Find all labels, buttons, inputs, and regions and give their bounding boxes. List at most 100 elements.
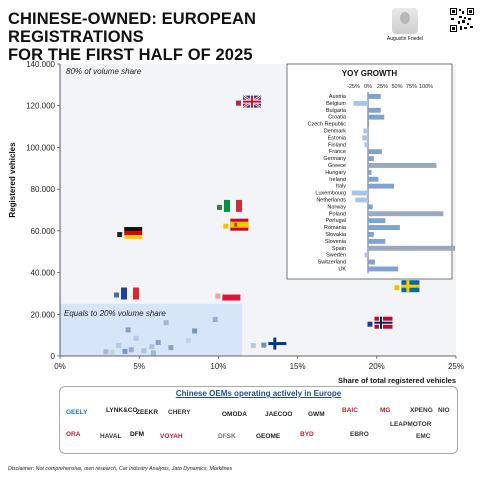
yoy-category-label: France xyxy=(329,149,346,155)
page-title: CHINESE-OWNED: EUROPEAN REGISTRATIONS FO… xyxy=(8,10,368,64)
yoy-tick-label: -25% xyxy=(347,84,360,90)
x-axis-label: Share of total registered vehicles xyxy=(338,376,456,385)
data-point xyxy=(163,320,169,326)
yoy-category-label: Norway xyxy=(327,204,346,210)
data-point xyxy=(185,337,191,343)
yoy-bar xyxy=(351,190,368,196)
data-point xyxy=(155,339,161,345)
data-point xyxy=(212,317,218,322)
data-point-no xyxy=(367,321,373,327)
yoy-bar xyxy=(368,114,385,120)
x-tick-label: 20% xyxy=(369,362,385,371)
yoy-category-label: Spain xyxy=(332,246,346,252)
x-tick-label: 25% xyxy=(448,362,464,371)
data-point xyxy=(149,344,155,350)
oem-logo-chery: CHERY xyxy=(168,409,191,416)
data-point xyxy=(133,335,139,341)
yoy-bar xyxy=(368,163,437,168)
data-point xyxy=(116,343,122,349)
data-point-pl xyxy=(215,293,221,299)
data-point xyxy=(122,348,128,354)
yoy-category-label: Italy xyxy=(336,184,346,190)
oem-logos-panel: Chinese OEMs operating actively in Europ… xyxy=(59,386,458,454)
author-name: Augustin Friedel xyxy=(386,36,424,42)
data-point xyxy=(125,327,131,333)
annotation-20-percent: Equals to 20% volume share xyxy=(64,309,166,318)
it-flag-icon xyxy=(223,199,242,212)
yoy-bar xyxy=(368,204,373,210)
oem-logo-haval: HAVAL xyxy=(100,433,122,440)
y-tick-label: 60.000 xyxy=(31,227,56,236)
yoy-category-label: Austria xyxy=(329,94,347,100)
oem-logo-emc: EMC xyxy=(416,433,431,440)
oem-logo-omoda: OMODA xyxy=(222,411,247,418)
avatar xyxy=(392,8,418,34)
oem-logo-ora: ORA xyxy=(66,431,81,438)
yoy-category-label: Finland xyxy=(328,142,346,148)
yoy-bar xyxy=(368,94,381,99)
yoy-category-label: Sweden xyxy=(326,253,346,259)
yoy-category-label: Bulgaria xyxy=(326,108,347,114)
data-point xyxy=(192,328,198,334)
yoy-bar xyxy=(368,225,400,230)
data-point xyxy=(109,349,115,355)
yoy-tick-label: 50% xyxy=(391,84,402,90)
oem-section-title: Chinese OEMs operating actively in Europ… xyxy=(175,389,342,398)
yoy-bar xyxy=(362,135,368,141)
yoy-bar xyxy=(355,197,368,203)
author-card: Augustin Friedel xyxy=(370,8,440,42)
data-point xyxy=(150,350,156,356)
data-point-de xyxy=(117,232,123,238)
y-tick-label: 80.000 xyxy=(31,185,56,194)
data-point-fi xyxy=(261,342,267,348)
yoy-category-label: Germany xyxy=(323,156,346,162)
yoy-category-label: UK xyxy=(338,267,346,273)
yoy-category-label: Romania xyxy=(324,225,347,231)
fi-flag-icon xyxy=(268,337,287,350)
yoy-bar xyxy=(364,252,368,258)
y-tick-label: 0 xyxy=(51,352,56,361)
yoy-bar xyxy=(353,100,368,106)
data-point xyxy=(103,349,109,355)
oem-logo-baic: BAIC xyxy=(342,407,358,414)
y-tick-label: 120.000 xyxy=(26,102,55,111)
yoy-bar xyxy=(368,245,455,251)
oem-logo-xpeng: XPENG xyxy=(410,407,433,414)
yoy-bar xyxy=(368,259,375,265)
yoy-category-label: Slovenia xyxy=(325,239,347,245)
oem-logo-dfm: DFM xyxy=(130,431,145,438)
oem-logo-gwm: GWM xyxy=(308,411,325,418)
annotation-80-percent: 80% of volume share xyxy=(66,67,142,76)
no-flag-icon xyxy=(374,316,393,329)
data-point-it xyxy=(216,204,222,210)
oem-logo-voyah: VOYAH xyxy=(160,433,183,440)
title-line-2: FOR THE FIRST HALF OF 2025 xyxy=(8,46,253,64)
oem-logo-zeekr: ZEEKR xyxy=(136,409,159,416)
yoy-category-label: Croatia xyxy=(328,115,347,121)
yoy-tick-label: 75% xyxy=(406,84,417,90)
se-flag-icon xyxy=(401,280,420,293)
yoy-bar xyxy=(368,121,370,127)
yoy-category-label: Slovakia xyxy=(325,232,347,238)
y-tick-label: 40.000 xyxy=(31,269,56,278)
oem-logo-jaecoo: JAECOO xyxy=(265,411,293,418)
oem-logo-geely: GEELY xyxy=(66,409,88,416)
oem-logo-leapmotor: LEAPMOTOR xyxy=(390,421,432,428)
de-flag-icon xyxy=(124,227,143,240)
fr-flag-icon xyxy=(121,287,140,300)
oem-logo-lynk-co: LYNK&CO xyxy=(106,407,138,414)
data-point xyxy=(128,347,134,353)
yoy-category-label: Hungary xyxy=(325,170,346,176)
yoy-category-label: Switzerland xyxy=(318,260,346,266)
yoy-category-label: Portugal xyxy=(326,218,347,224)
oem-logo-ebro: EBRO xyxy=(350,431,369,438)
pl-flag-icon xyxy=(222,288,241,301)
data-point xyxy=(168,345,174,351)
data-point-uk xyxy=(235,100,241,106)
uk-flag-icon xyxy=(242,94,262,109)
yoy-category-label: Czech Republic xyxy=(307,122,346,128)
yoy-bar xyxy=(368,156,374,161)
yoy-category-label: Denmark xyxy=(324,129,347,135)
yoy-bar xyxy=(368,169,372,175)
